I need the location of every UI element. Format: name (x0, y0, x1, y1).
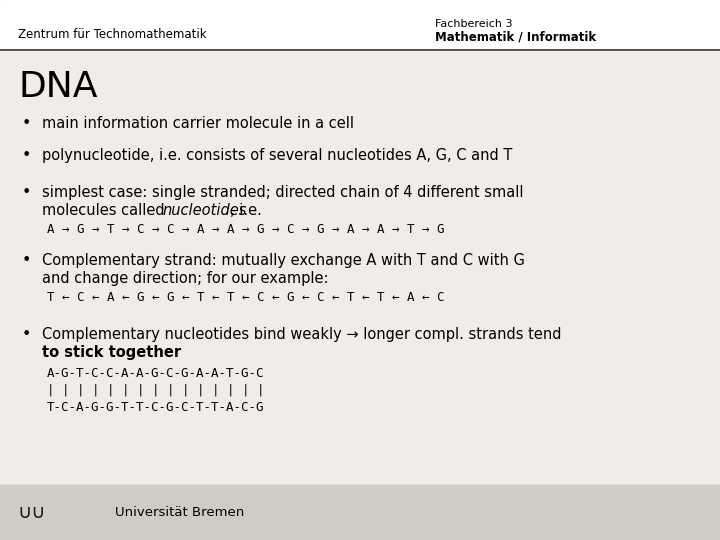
Bar (0, 485, 720, 540)
Text: | | | | | | | | | | | | | | |: | | | | | | | | | | | | | | | (47, 384, 264, 397)
Text: , i.e.: , i.e. (230, 203, 262, 218)
Text: •: • (22, 185, 32, 200)
Text: A → G → T → C → C → A → A → G → C → G → A → A → T → G: A → G → T → C → C → A → A → G → C → G → … (47, 223, 444, 236)
Text: •: • (22, 116, 32, 131)
Text: A-G-T-C-C-A-A-G-C-G-A-A-T-G-C: A-G-T-C-C-A-A-G-C-G-A-A-T-G-C (47, 367, 264, 380)
Text: •: • (22, 253, 32, 268)
Text: T ← C ← A ← G ← G ← T ← T ← C ← G ← C ← T ← T ← A ← C: T ← C ← A ← G ← G ← T ← T ← C ← G ← C ← … (47, 291, 444, 304)
Text: Zentrum für Technomathematik: Zentrum für Technomathematik (18, 28, 207, 40)
Bar (0, 0, 720, 50)
Text: to stick together: to stick together (42, 345, 181, 360)
Text: Complementary nucleotides bind weakly → longer compl. strands tend: Complementary nucleotides bind weakly → … (42, 327, 562, 342)
Text: T-C-A-G-G-T-T-C-G-C-T-T-A-C-G: T-C-A-G-G-T-T-C-G-C-T-T-A-C-G (47, 401, 264, 414)
Text: •: • (22, 327, 32, 342)
Text: DNA: DNA (18, 70, 97, 104)
Text: polynucleotide, i.e. consists of several nucleotides A, G, C and T: polynucleotide, i.e. consists of several… (42, 148, 513, 163)
Text: and change direction; for our example:: and change direction; for our example: (42, 271, 328, 286)
Text: nucleotides: nucleotides (162, 203, 246, 218)
Text: simplest case: single stranded; directed chain of 4 different small: simplest case: single stranded; directed… (42, 185, 523, 200)
Text: Universität Bremen: Universität Bremen (115, 506, 244, 519)
Text: •: • (22, 148, 32, 163)
Text: Complementary strand: mutually exchange A with T and C with G: Complementary strand: mutually exchange … (42, 253, 525, 268)
Text: Mathematik / Informatik: Mathematik / Informatik (435, 30, 596, 44)
Text: ∪∪: ∪∪ (18, 503, 47, 522)
Text: molecules called: molecules called (42, 203, 169, 218)
Text: main information carrier molecule in a cell: main information carrier molecule in a c… (42, 116, 354, 131)
Text: Fachbereich 3: Fachbereich 3 (435, 19, 513, 29)
